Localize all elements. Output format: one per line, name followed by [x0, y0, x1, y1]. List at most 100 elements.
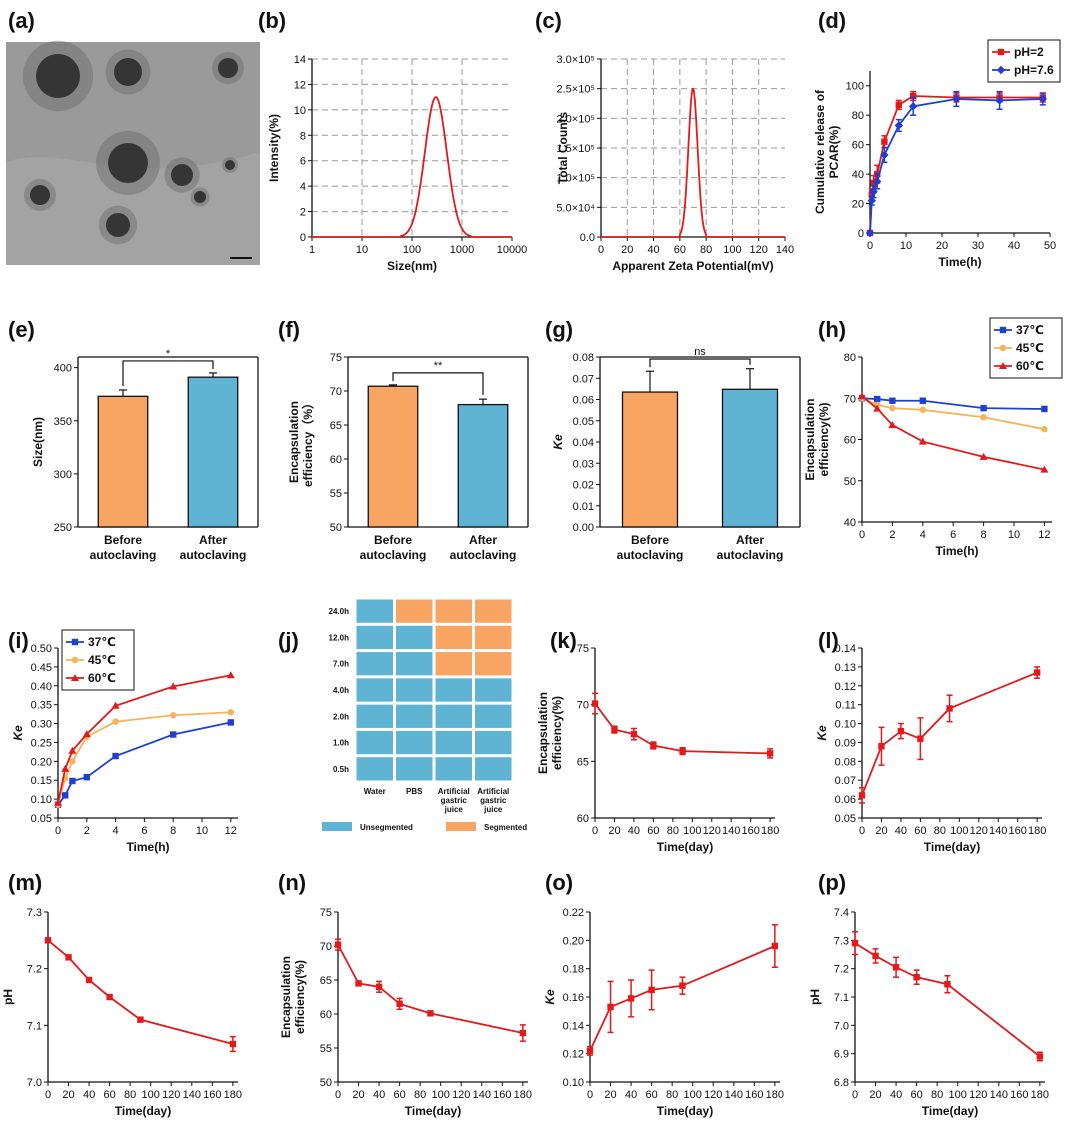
panel-label: (c)	[535, 8, 562, 33]
data-point	[679, 982, 686, 989]
series-line	[861, 671, 1038, 796]
heatmap-cell	[435, 757, 472, 781]
panel-k: (k) 60 65 70 75 0 20 40 60 80 100 120 140 160 180 Time(…	[536, 628, 779, 854]
x-tick-label: 60	[914, 825, 926, 837]
data-point	[519, 1029, 527, 1037]
y-tick-label: 70	[844, 393, 856, 405]
row-label: 4.0h	[333, 686, 349, 695]
data-point	[83, 774, 90, 781]
y-tick-label: 55	[330, 488, 342, 500]
x-axis-label: Time(h)	[935, 544, 978, 558]
panel-a: (a)	[6, 8, 260, 265]
heatmap-cell	[396, 704, 433, 728]
x-tick-label: 40	[1008, 240, 1020, 252]
x-tick-label: 100	[950, 825, 968, 837]
y-tick-label: 70	[577, 700, 589, 712]
data-point	[69, 758, 76, 765]
y-axis-label: Encapsulation	[803, 398, 817, 480]
y-tick-label: 0.10	[563, 1077, 584, 1089]
y-tick-label: 7.1	[27, 1020, 42, 1032]
data-point	[54, 798, 62, 806]
x-tick-label: 2	[889, 529, 895, 541]
panel-b: (b) 0 2 4 6 8 10 12 14 1 10 100 1000 10000 Size(nm) Int…	[258, 8, 527, 273]
x-tick-label: 0	[859, 825, 865, 837]
y-axis-label: efficiency（%）	[300, 397, 315, 487]
particle	[30, 185, 50, 205]
significance-label: ns	[694, 346, 706, 358]
data-point	[892, 964, 900, 971]
series-line	[57, 711, 231, 806]
data-point	[355, 980, 362, 987]
row-label: 2.0h	[333, 712, 349, 721]
y-tick-label: 0.20	[31, 756, 52, 768]
data-point	[71, 638, 79, 646]
data-point	[868, 191, 875, 198]
y-tick-label: 0.09	[835, 737, 856, 749]
significance-bracket	[392, 372, 484, 396]
column-label: PBS	[406, 787, 423, 796]
panel-n: (n) 50 55 60 65 70 75 0 20 40 60 80 100 120 140 160 180 T…	[278, 870, 532, 1118]
data-point	[913, 973, 920, 981]
y-axis-label: PCAR(%)	[827, 126, 841, 179]
data-point	[137, 1016, 144, 1023]
y-axis-label: pH	[808, 989, 822, 1005]
data-point	[880, 150, 889, 160]
data-point	[996, 65, 1006, 75]
x-tick-label: 10000	[497, 244, 528, 256]
x-tick-label: 60	[910, 1089, 922, 1101]
heatmap-cell	[435, 704, 472, 728]
y-tick-label: 50	[844, 476, 856, 488]
data-point	[586, 1047, 594, 1055]
data-point	[895, 101, 902, 109]
data-point	[1033, 669, 1041, 676]
x-tick-label: 20	[608, 825, 620, 837]
y-axis-label: Ke	[11, 725, 25, 741]
x-tick-label: 180	[761, 825, 779, 837]
x-tick-label: 80	[931, 1089, 943, 1101]
x-tick-label: 40	[890, 1089, 902, 1101]
series-line	[594, 702, 771, 755]
x-tick-label: 140	[990, 1089, 1008, 1101]
data-point	[1038, 94, 1047, 104]
x-axis-label: Time(day)	[405, 1104, 461, 1118]
panel-label: (e)	[8, 317, 35, 342]
panel-j: (j) 24.0h 12.0h 7.0h 4.0h 2.0h 1.0h 0.5h Water PB…	[278, 598, 527, 832]
x-axis-label: Time(day)	[922, 1104, 978, 1118]
data-point	[872, 952, 879, 960]
x-tick-label: 10	[356, 244, 368, 256]
x-axis-label: Time(day)	[924, 840, 980, 854]
panel-i: (i) 0.05 0.10 0.15 0.20 0.25 0.30 0.35 0.40 0.45 0…	[8, 628, 238, 854]
legend-label: 37℃	[1016, 323, 1044, 337]
data-point	[919, 397, 926, 404]
x-tick-label: 60	[647, 825, 659, 837]
bar	[187, 376, 239, 528]
data-point	[648, 986, 655, 994]
heatmap-cell	[475, 599, 512, 623]
y-axis-label: efficiency(%)	[550, 696, 564, 770]
particle	[218, 58, 238, 78]
y-tick-label: 7.2	[834, 964, 849, 976]
data-point	[979, 452, 988, 460]
y-tick-label: 60	[852, 140, 864, 152]
y-axis-label: Total Counts	[556, 111, 570, 184]
x-tick-label: 180	[1031, 1089, 1049, 1101]
x-tick-label: 80	[124, 1089, 136, 1101]
legend-label: pH=2	[1014, 45, 1044, 59]
series-line	[589, 945, 776, 1052]
x-tick-label: 20	[869, 1089, 881, 1101]
y-tick-label: 6.8	[834, 1077, 849, 1089]
data-point	[869, 187, 878, 196]
x-tick-label: 10	[196, 825, 208, 837]
data-point	[334, 941, 342, 948]
x-tick-label: 100	[403, 244, 421, 256]
data-point	[999, 326, 1007, 334]
row-label: 7.0h	[333, 660, 349, 669]
y-tick-label: 0	[300, 232, 306, 244]
x-tick-label: 140	[473, 1089, 491, 1101]
y-axis-label: Size(nm)	[31, 417, 45, 467]
x-tick-label: 0	[55, 825, 61, 837]
panel-c: (c) 0.0 5.0×10⁴ 1.0×10⁵ 1.5×10⁵ 2.0×10⁵ 2.5×10…	[535, 8, 794, 273]
y-tick-label: 100	[846, 81, 864, 93]
y-tick-label: 300	[54, 469, 72, 481]
